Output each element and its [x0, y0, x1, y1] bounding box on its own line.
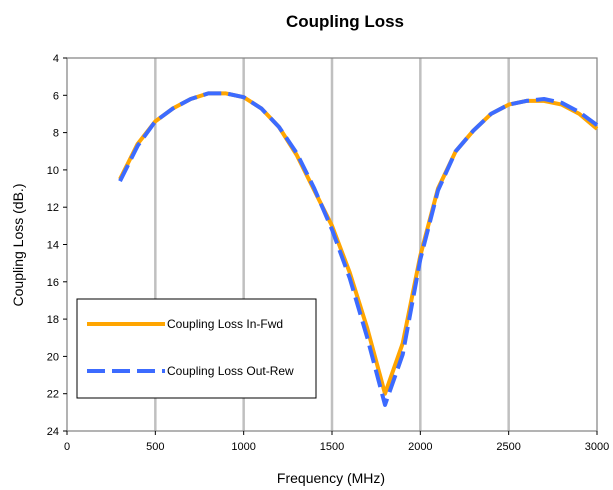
- x-axis-title: Frequency (MHz): [277, 470, 385, 486]
- legend-label-2: Coupling Loss Out-Rew: [167, 364, 294, 378]
- y-tick-label-16: 16: [47, 277, 59, 289]
- chart-title: Coupling Loss: [286, 12, 404, 31]
- y-tick-label-4: 4: [53, 53, 59, 65]
- legend: Coupling Loss In-Fwd Coupling Loss Out-Re…: [76, 298, 317, 399]
- legend-box: [76, 298, 317, 399]
- y-tick-label-12: 12: [47, 202, 59, 214]
- y-tick-label-6: 6: [53, 90, 59, 102]
- y-tick-label-10: 10: [47, 165, 59, 177]
- x-tick-label-2500: 2500: [496, 441, 520, 453]
- y-tick-label-22: 22: [47, 389, 59, 401]
- x-tick-label-1500: 1500: [320, 441, 344, 453]
- x-tick-label-500: 500: [146, 441, 164, 453]
- y-axis-title: Coupling Loss (dB.): [10, 184, 26, 307]
- x-tick-label-2000: 2000: [408, 441, 432, 453]
- y-tick-label-8: 8: [53, 128, 59, 140]
- y-tick-label-18: 18: [47, 314, 59, 326]
- y-tick-label-24: 24: [47, 426, 59, 438]
- y-tick-label-14: 14: [47, 240, 59, 252]
- y-tick-label-20: 20: [47, 351, 59, 363]
- series-line-2: [118, 91, 599, 407]
- legend-label-1: Coupling Loss In-Fwd: [167, 317, 283, 331]
- x-tick-label-3000: 3000: [585, 441, 609, 453]
- x-tick-label-1000: 1000: [231, 441, 255, 453]
- x-tick-label-0: 0: [64, 441, 70, 453]
